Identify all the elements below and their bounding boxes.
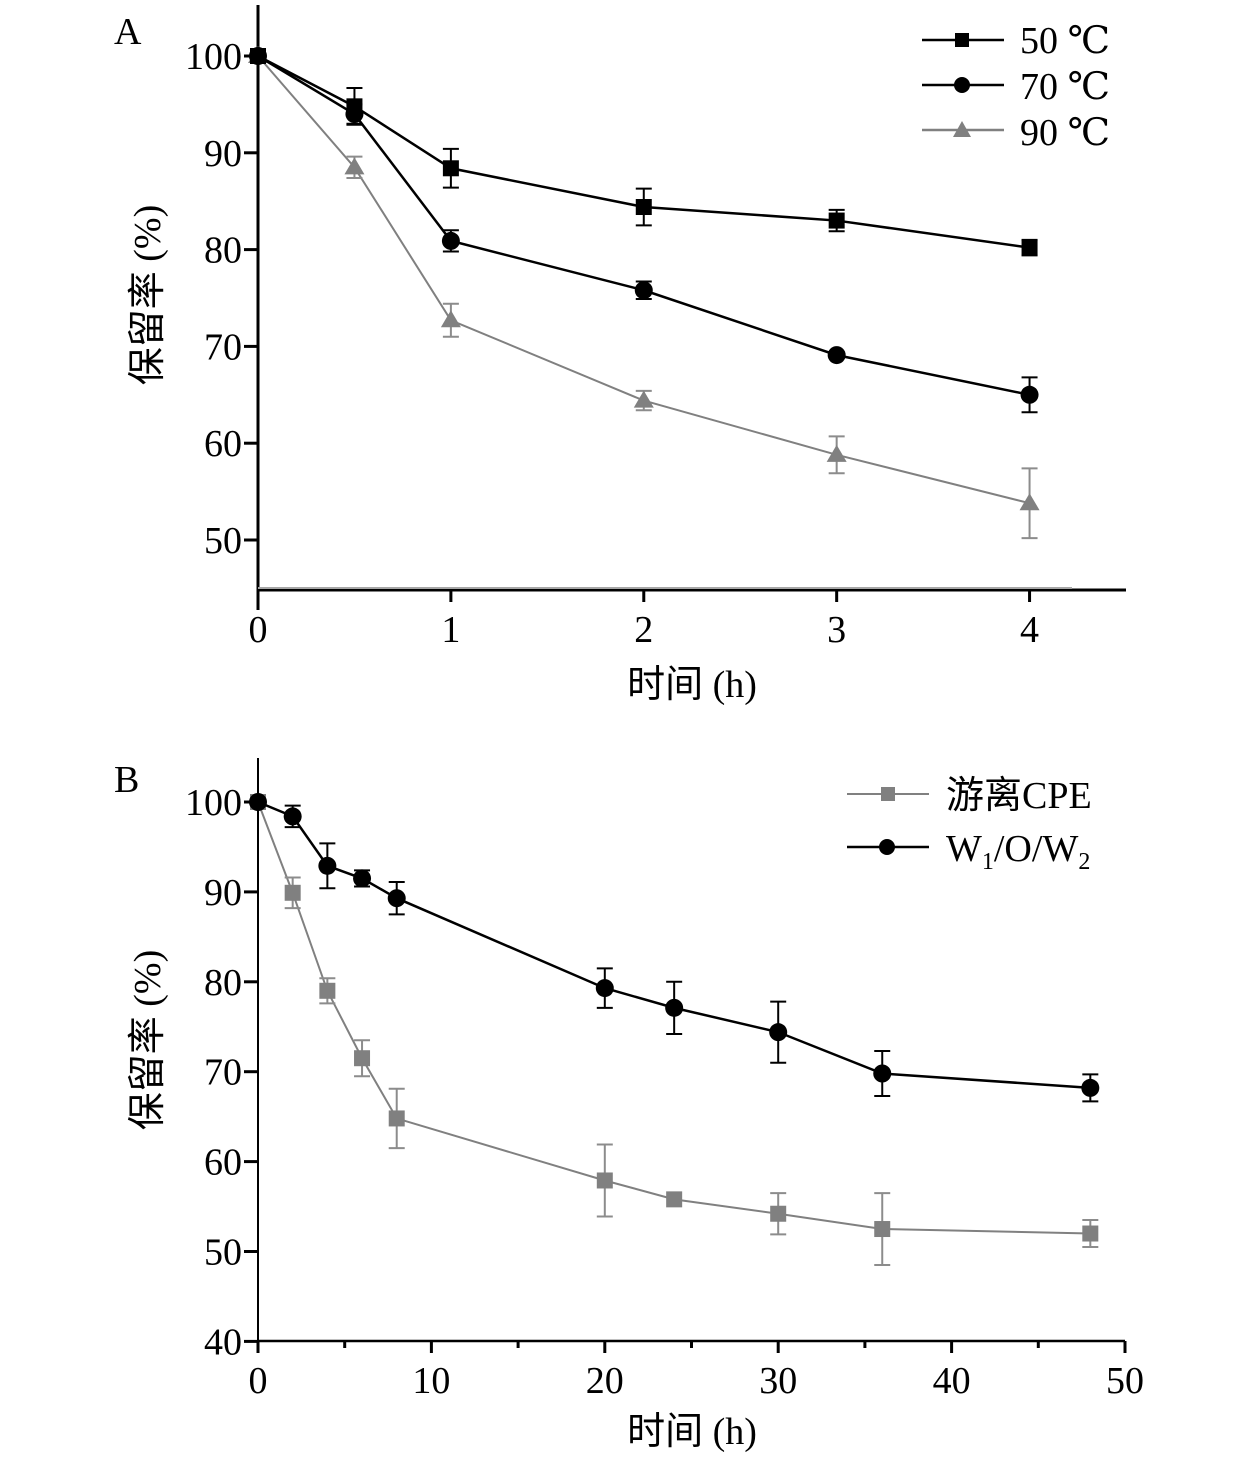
data-point-triangle <box>440 310 461 328</box>
x-tick-label: 0 <box>249 609 268 651</box>
data-point-triangle <box>1019 493 1040 511</box>
panel-a-y-axis-title: 保留率 (%) <box>127 205 169 385</box>
y-tick-label: 70 <box>204 326 242 368</box>
legend-label-w1ow2: W1/O/W2 <box>946 828 1090 875</box>
panel-b-axes: 40 50 60 70 80 90 100 0 10 20 30 40 50 <box>185 758 1144 1402</box>
y-tick-label: 100 <box>185 782 242 824</box>
legend-item-free-cpe: 游离CPE <box>847 775 1092 817</box>
data-point-circle <box>769 1023 788 1042</box>
data-point-square <box>354 1050 371 1067</box>
data-point-circle <box>665 998 684 1017</box>
panel-b-series <box>249 793 1100 1266</box>
data-point-square <box>1082 1225 1099 1242</box>
panel-b-label: B <box>114 759 139 801</box>
data-point-square <box>319 982 336 999</box>
x-tick-label: 0 <box>249 1360 268 1402</box>
series-line <box>257 800 1091 1090</box>
panel-b-x-axis-title: 时间 (h) <box>627 1411 757 1453</box>
y-tick-label: 50 <box>204 1232 242 1274</box>
data-point-triangle <box>344 157 365 175</box>
data-point-circle <box>441 231 460 250</box>
panel-a-axes: 50 60 70 80 90 100 0 1 2 3 4 <box>185 5 1126 651</box>
panel-b-y-axis-title: 保留率 (%) <box>127 950 169 1130</box>
data-point-circle <box>387 889 406 908</box>
data-point-circle <box>595 979 614 998</box>
data-point-square <box>874 1221 891 1238</box>
data-point-circle <box>249 47 267 65</box>
legend-circle-marker-icon <box>879 839 895 855</box>
data-point-circle <box>318 856 337 875</box>
y-tick-label: 80 <box>204 962 242 1004</box>
data-point-triangle <box>633 390 654 408</box>
legend-triangle-marker-icon <box>953 121 971 137</box>
y-tick-label: 70 <box>204 1052 242 1094</box>
series-50 <box>250 48 1038 257</box>
data-point-circle <box>353 869 372 888</box>
data-point-square <box>388 1110 405 1127</box>
y-tick-label: 90 <box>204 133 242 175</box>
data-point-circle <box>283 807 302 826</box>
series-line <box>257 54 1030 397</box>
y-tick-label: 50 <box>204 520 242 562</box>
data-point-square <box>1021 239 1038 256</box>
panel-a-x-axis-title: 时间 (h) <box>627 664 757 706</box>
legend-item-90c: 90 ℃ <box>922 112 1110 154</box>
x-tick-label: 20 <box>586 1360 624 1402</box>
data-point-triangle <box>826 444 847 462</box>
x-tick-label: 10 <box>412 1360 450 1402</box>
data-point-square <box>284 884 301 901</box>
data-point-circle <box>1081 1078 1100 1097</box>
data-point-square <box>635 199 652 216</box>
series-cpe <box>250 794 1099 1266</box>
data-point-square <box>666 1191 683 1208</box>
y-tick-label: 100 <box>185 36 242 78</box>
data-point-circle <box>249 793 267 811</box>
panel-a-series <box>248 46 1040 540</box>
series-line <box>257 54 1030 249</box>
panel-a-label: A <box>114 11 142 53</box>
data-point-circle <box>345 105 364 124</box>
series-line <box>257 55 1030 505</box>
legend-label-70c: 70 ℃ <box>1020 66 1110 108</box>
legend-square-marker-icon <box>955 33 969 47</box>
y-tick-label: 60 <box>204 423 242 465</box>
legend-item-70c: 70 ℃ <box>922 66 1110 108</box>
legend-square-marker-icon <box>881 787 895 801</box>
data-point-square <box>442 160 459 177</box>
legend-item-w1ow2: W1/O/W2 <box>847 828 1090 875</box>
x-tick-label: 50 <box>1106 1360 1144 1402</box>
series-w1-o-w2 <box>249 793 1100 1103</box>
series-line <box>257 801 1091 1235</box>
y-tick-label: 90 <box>204 872 242 914</box>
x-tick-label: 1 <box>441 609 460 651</box>
y-tick-label: 80 <box>204 230 242 272</box>
legend-item-50c: 50 ℃ <box>922 20 1110 62</box>
data-point-circle <box>827 346 846 365</box>
x-tick-label: 3 <box>827 609 846 651</box>
legend-label-50c: 50 ℃ <box>1020 20 1110 62</box>
panel-a-legend: 50 ℃ 70 ℃ 90 ℃ <box>922 20 1110 154</box>
panel-a-chart: A 50 60 70 80 90 100 0 1 2 3 4 保留率 (%) 时间 (h) 50 ℃… <box>114 5 1126 706</box>
x-tick-label: 30 <box>759 1360 797 1402</box>
panel-b-legend: 游离CPE W1/O/W2 <box>847 775 1092 875</box>
data-point-circle <box>1020 385 1039 404</box>
panel-b-chart: B 40 50 60 70 80 90 100 0 10 20 30 40 50 保留率 (%) 时间 … <box>114 758 1144 1453</box>
x-tick-label: 4 <box>1020 609 1039 651</box>
x-tick-label: 2 <box>634 609 653 651</box>
legend-circle-marker-icon <box>954 77 970 93</box>
y-tick-label: 40 <box>204 1321 242 1363</box>
data-point-square <box>770 1205 787 1222</box>
data-point-square <box>596 1172 613 1189</box>
data-point-circle <box>634 281 653 300</box>
data-point-circle <box>873 1064 892 1083</box>
data-point-square <box>828 212 845 229</box>
legend-label-free-cpe: 游离CPE <box>946 775 1092 817</box>
legend-label-90c: 90 ℃ <box>1020 112 1110 154</box>
y-tick-label: 60 <box>204 1142 242 1184</box>
x-tick-label: 40 <box>933 1360 971 1402</box>
series-70 <box>249 47 1039 414</box>
